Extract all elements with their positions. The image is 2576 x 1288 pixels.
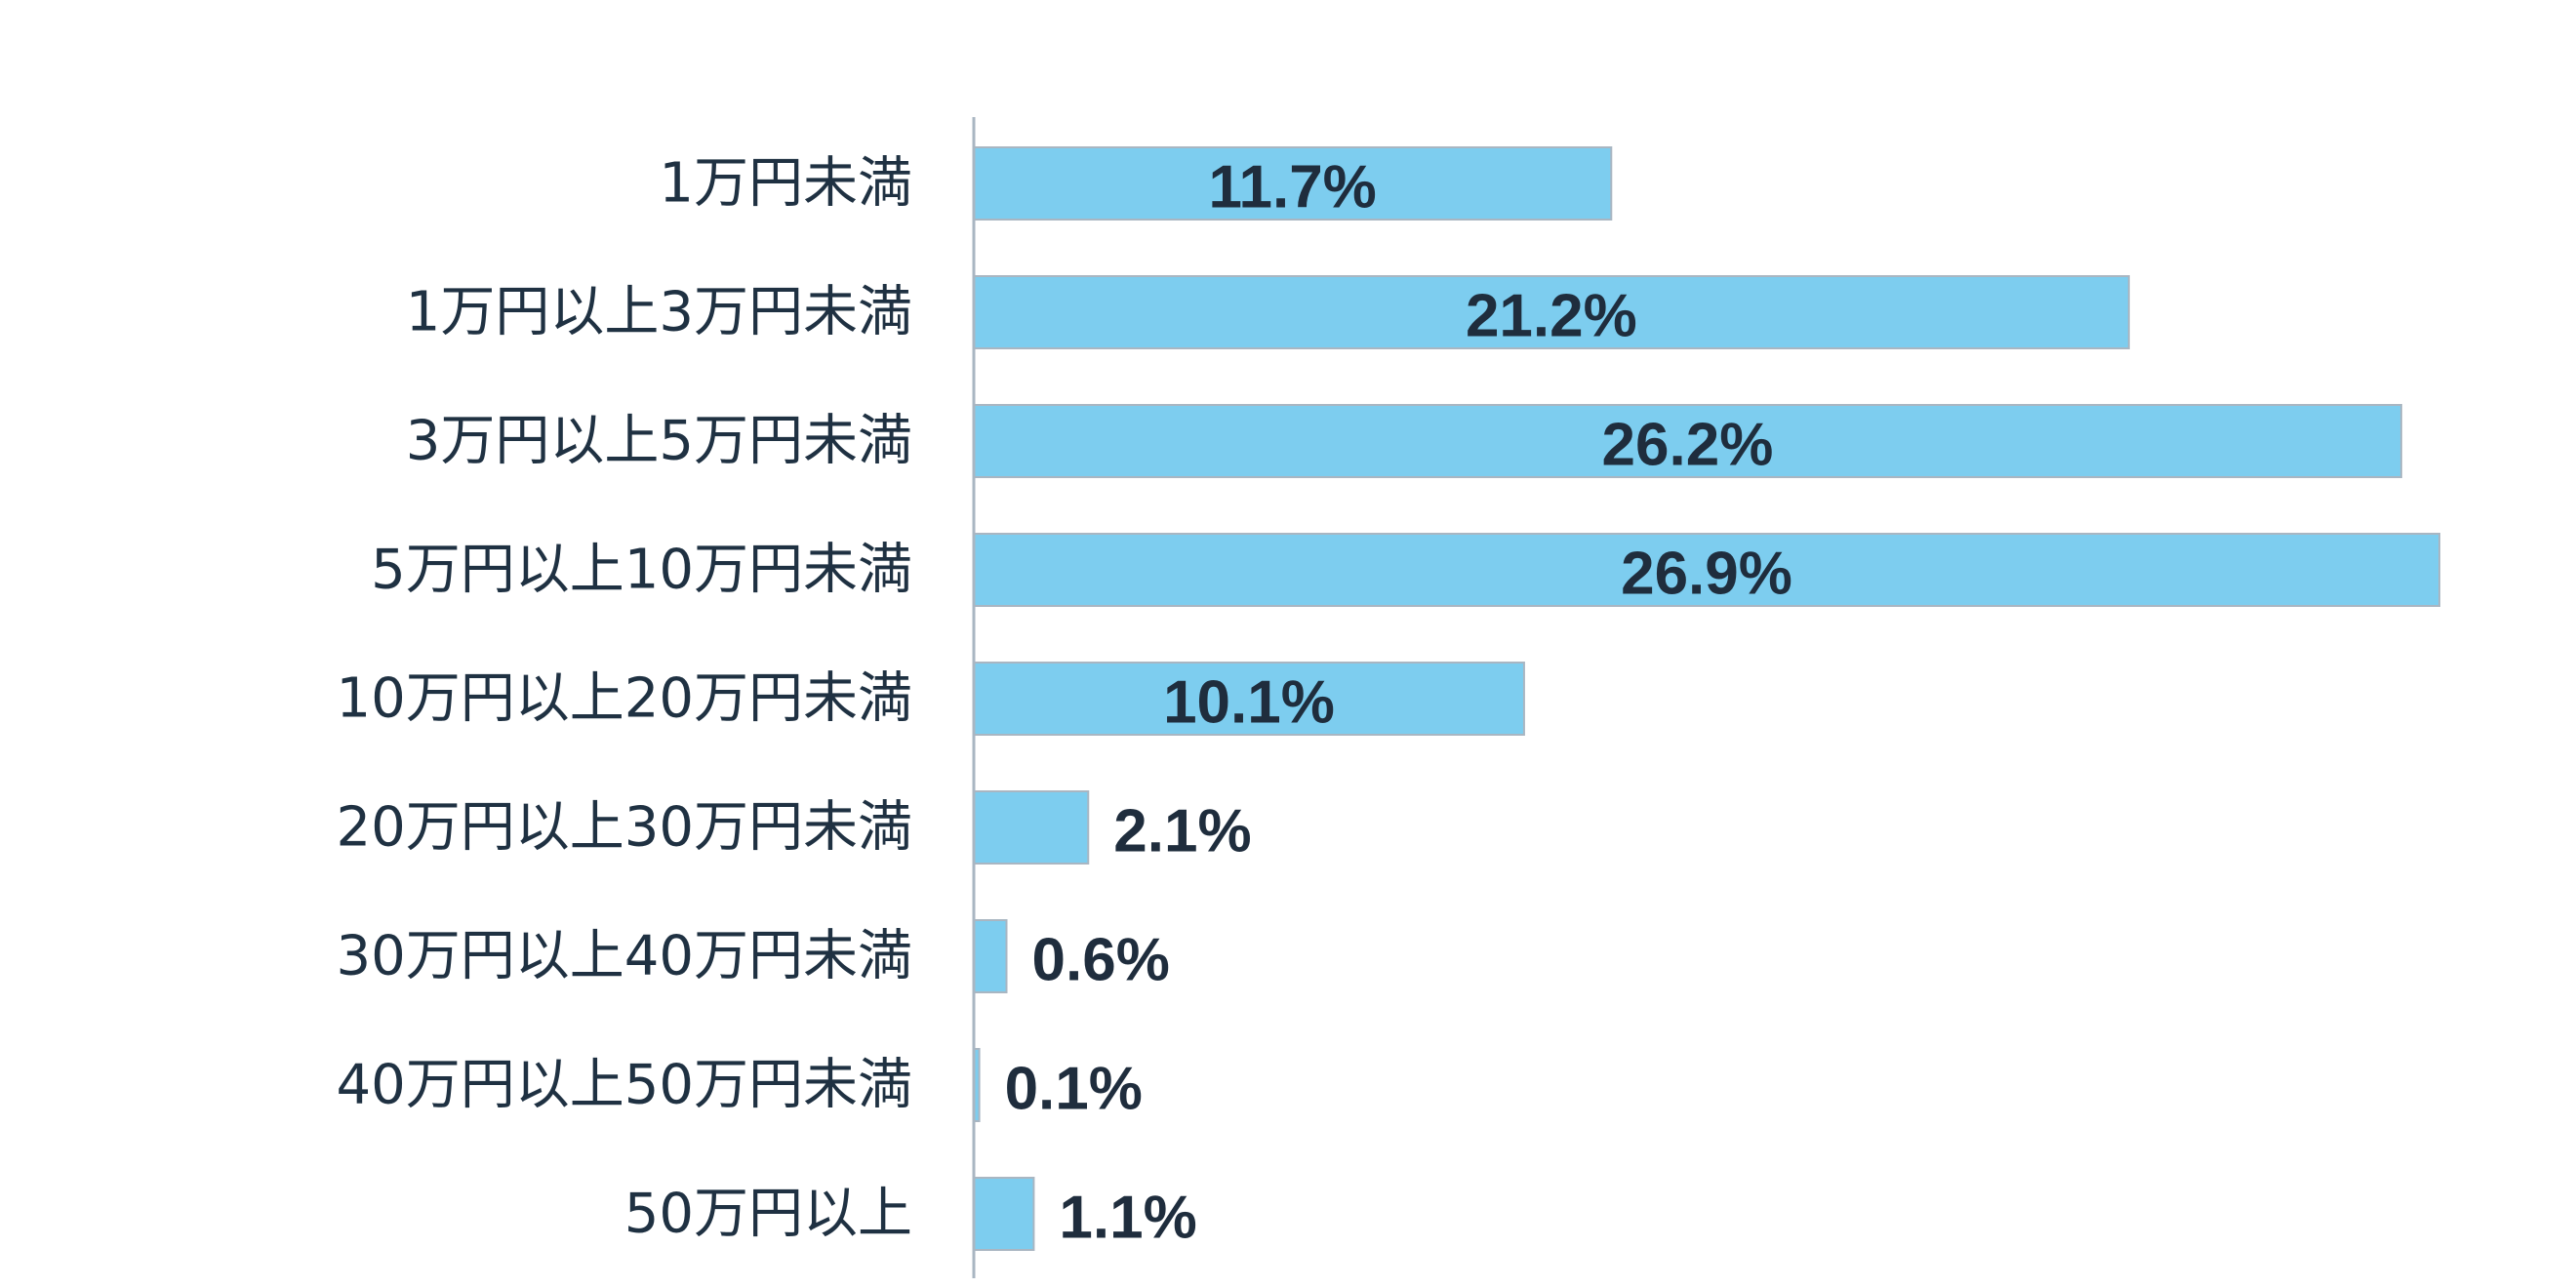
value-label: 0.6% — [1032, 927, 1170, 994]
category-label: 40万円以上50万円未満 — [336, 1054, 912, 1117]
bar-6 — [973, 790, 1090, 865]
bars-layer — [973, 146, 2440, 1251]
bar-1 — [973, 146, 1613, 221]
value-label: 26.9% — [1621, 541, 1792, 608]
bar-4 — [973, 533, 2440, 607]
bar-3 — [973, 404, 2402, 478]
value-label: 21.2% — [1466, 283, 1637, 350]
value-label: 2.1% — [1113, 798, 1251, 865]
value-label: 0.1% — [1005, 1056, 1143, 1123]
category-label: 30万円以上40万円未満 — [336, 925, 912, 988]
value-label: 1.1% — [1059, 1185, 1196, 1252]
labels-layer: 1万円未満 11.7% 1万円以上3万円未満 21.2% 3万円以上5万円未満 26.2%… — [336, 152, 1791, 1252]
bar-5 — [973, 662, 1525, 736]
category-label: 50万円以上 — [624, 1183, 912, 1246]
category-label: 1万円未満 — [659, 152, 912, 216]
bar-2 — [973, 275, 2130, 349]
bar-9 — [973, 1177, 1035, 1251]
category-label: 10万円以上20万円未満 — [336, 667, 912, 731]
category-label: 5万円以上10万円未満 — [371, 539, 912, 602]
value-label: 11.7% — [1208, 154, 1376, 221]
value-label: 26.2% — [1602, 412, 1774, 479]
category-label: 20万円以上30万円未満 — [336, 796, 912, 860]
category-label: 1万円以上3万円未満 — [406, 281, 912, 344]
bar-7 — [973, 919, 1008, 993]
category-label: 3万円以上5万円未満 — [406, 410, 912, 473]
value-label: 10.1% — [1163, 669, 1335, 737]
